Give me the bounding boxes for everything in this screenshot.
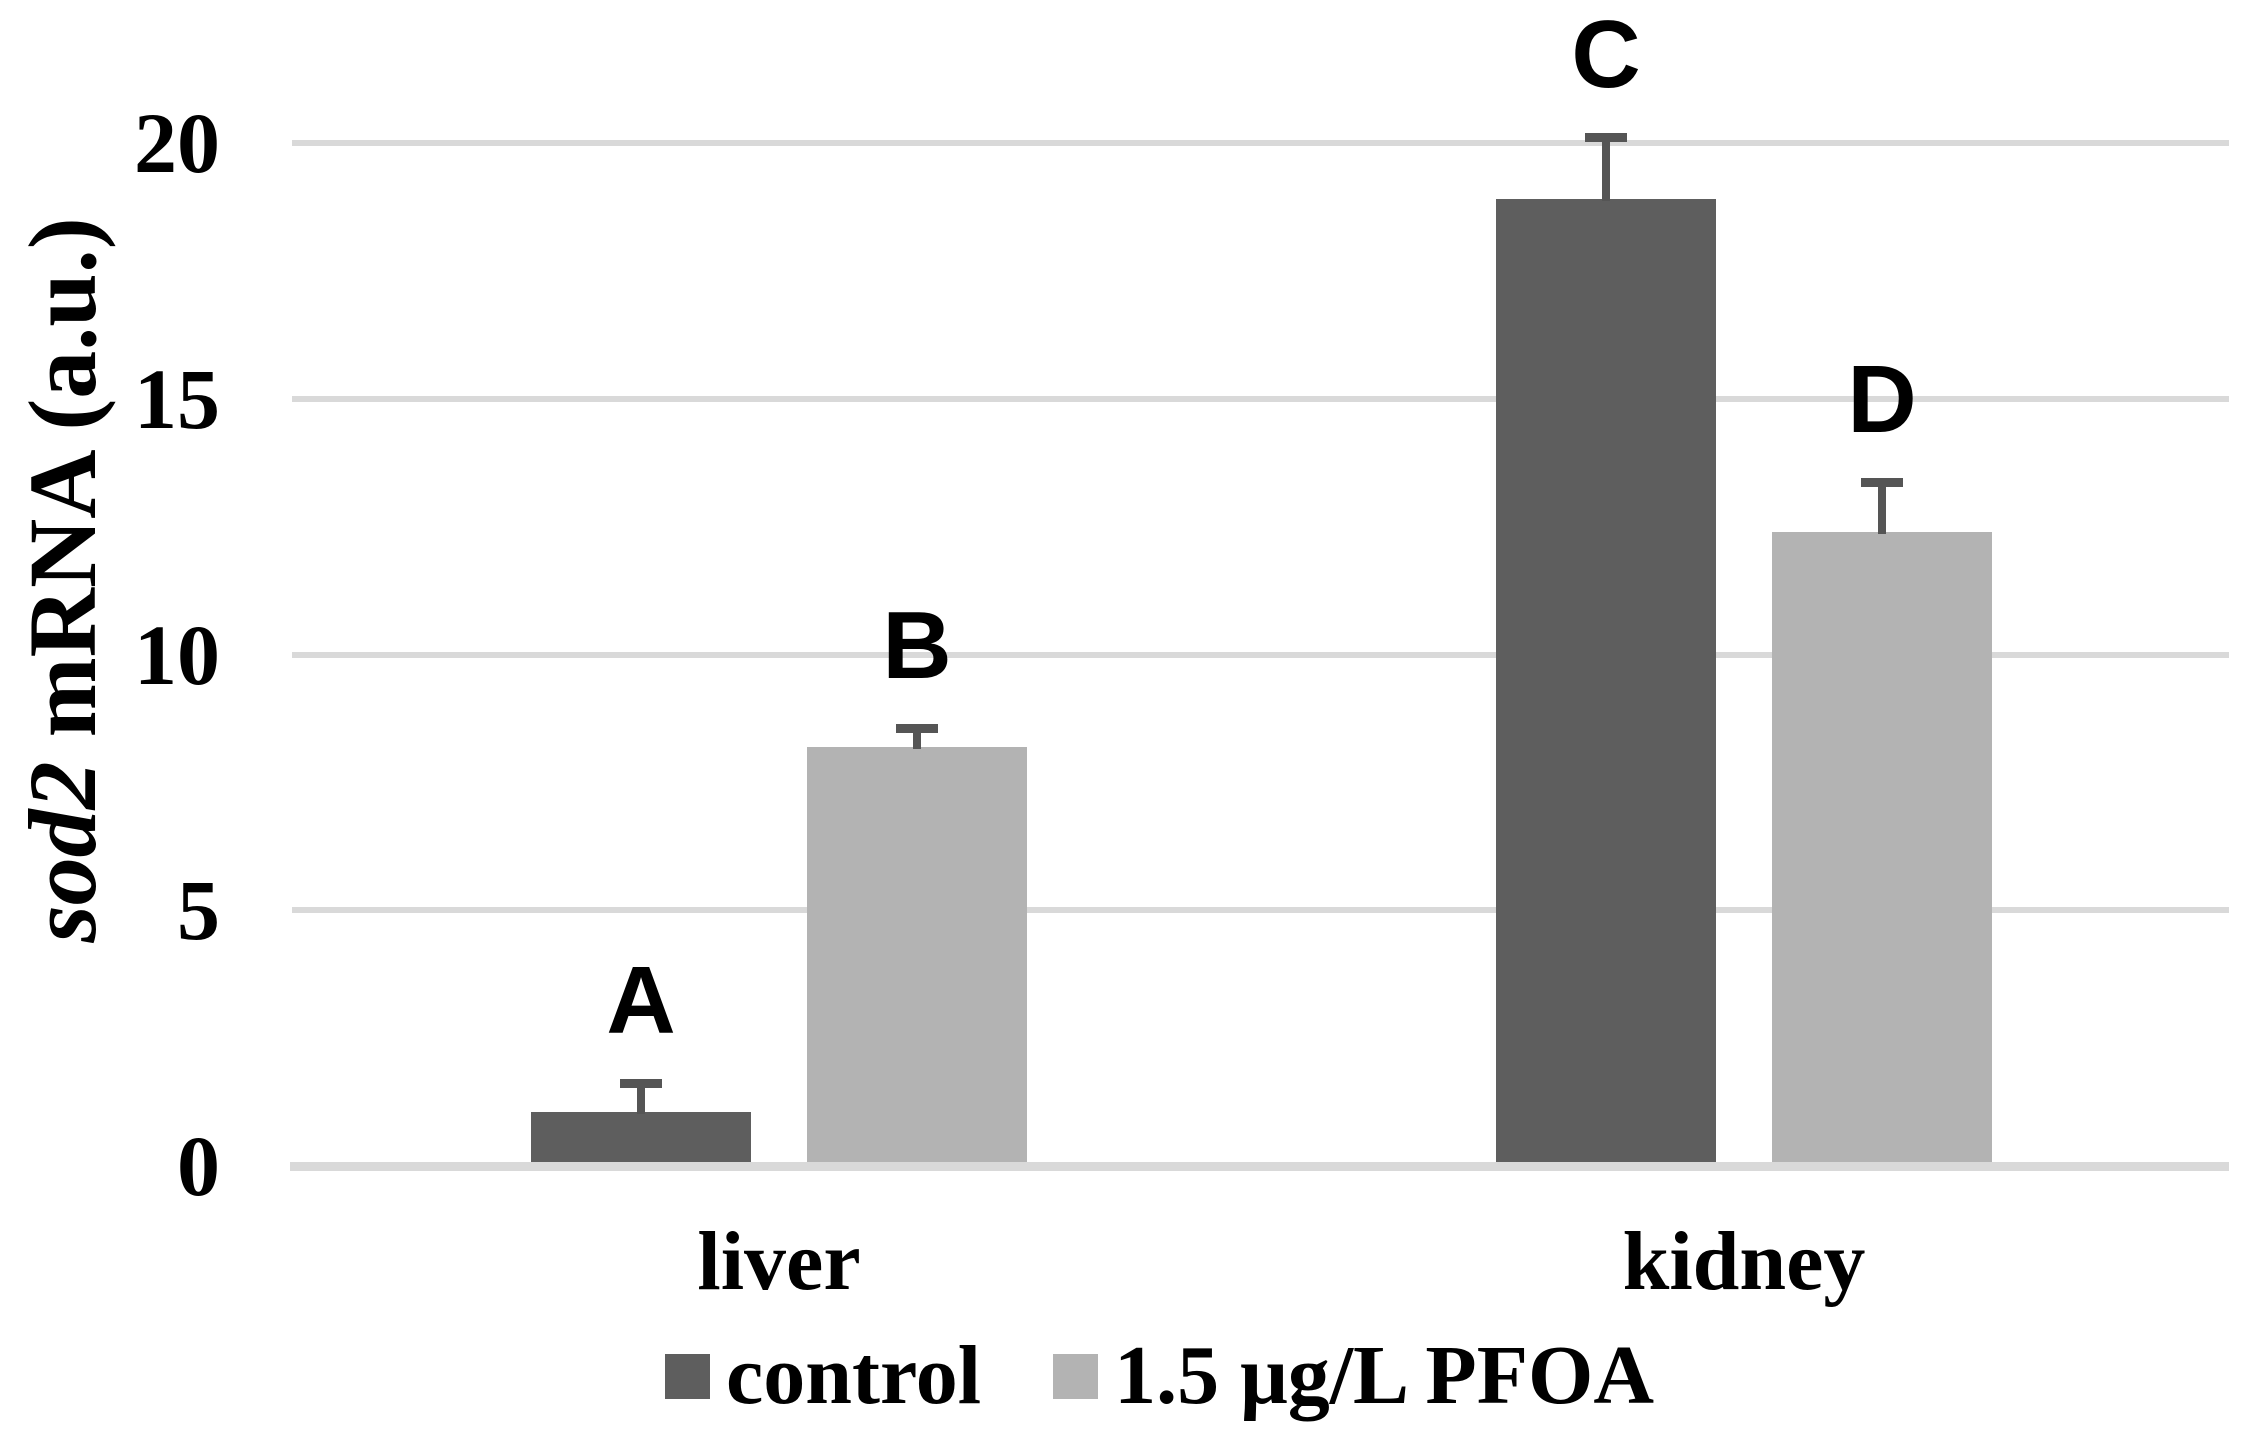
chart-legend: control 1.5 μg/L PFOA	[665, 1334, 1654, 1418]
x-category-label-liver: liver	[697, 1215, 861, 1308]
bar-liver-treated	[807, 747, 1027, 1162]
y-tick-label-5: 5	[177, 862, 220, 958]
gridline-y-20	[292, 140, 2229, 146]
legend-swatch-treated	[1053, 1353, 1099, 1399]
bar-liver-control	[531, 1112, 751, 1162]
error-bar-cap-B	[896, 724, 938, 733]
error-bar-line-C	[1602, 133, 1610, 201]
bar-label-D: D	[1847, 346, 1917, 453]
bar-kidney-control	[1496, 199, 1716, 1162]
legend-label-control: control	[726, 1329, 982, 1422]
error-bar-cap-A	[620, 1079, 662, 1088]
error-bar-line-B	[913, 724, 921, 749]
x-axis-line	[290, 1162, 2229, 1171]
x-category-label-kidney: kidney	[1622, 1215, 1866, 1308]
legend-swatch-control	[665, 1353, 710, 1399]
bar-label-B: B	[882, 592, 952, 699]
y-tick-label-10: 10	[134, 607, 220, 703]
y-tick-label-0: 0	[177, 1118, 220, 1214]
legend-label-treated: 1.5 μg/L PFOA	[1114, 1329, 1655, 1422]
y-tick-label-15: 15	[134, 351, 220, 447]
y-tick-label-20: 20	[134, 95, 220, 191]
legend-item-treated: 1.5 μg/L PFOA	[1053, 1334, 1654, 1418]
bar-kidney-treated	[1772, 532, 1992, 1162]
legend-item-control: control	[665, 1334, 981, 1418]
error-bar-cap-C	[1585, 133, 1627, 142]
error-bar-line-D	[1878, 478, 1886, 534]
gridline-y-5	[292, 907, 2229, 913]
error-bar-line-A	[637, 1079, 645, 1114]
error-bar-cap-D	[1861, 478, 1903, 487]
bar-label-A: A	[606, 947, 676, 1054]
gridline-y-15	[292, 396, 2229, 402]
bar-label-C: C	[1571, 1, 1641, 108]
gridline-y-10	[292, 652, 2229, 658]
